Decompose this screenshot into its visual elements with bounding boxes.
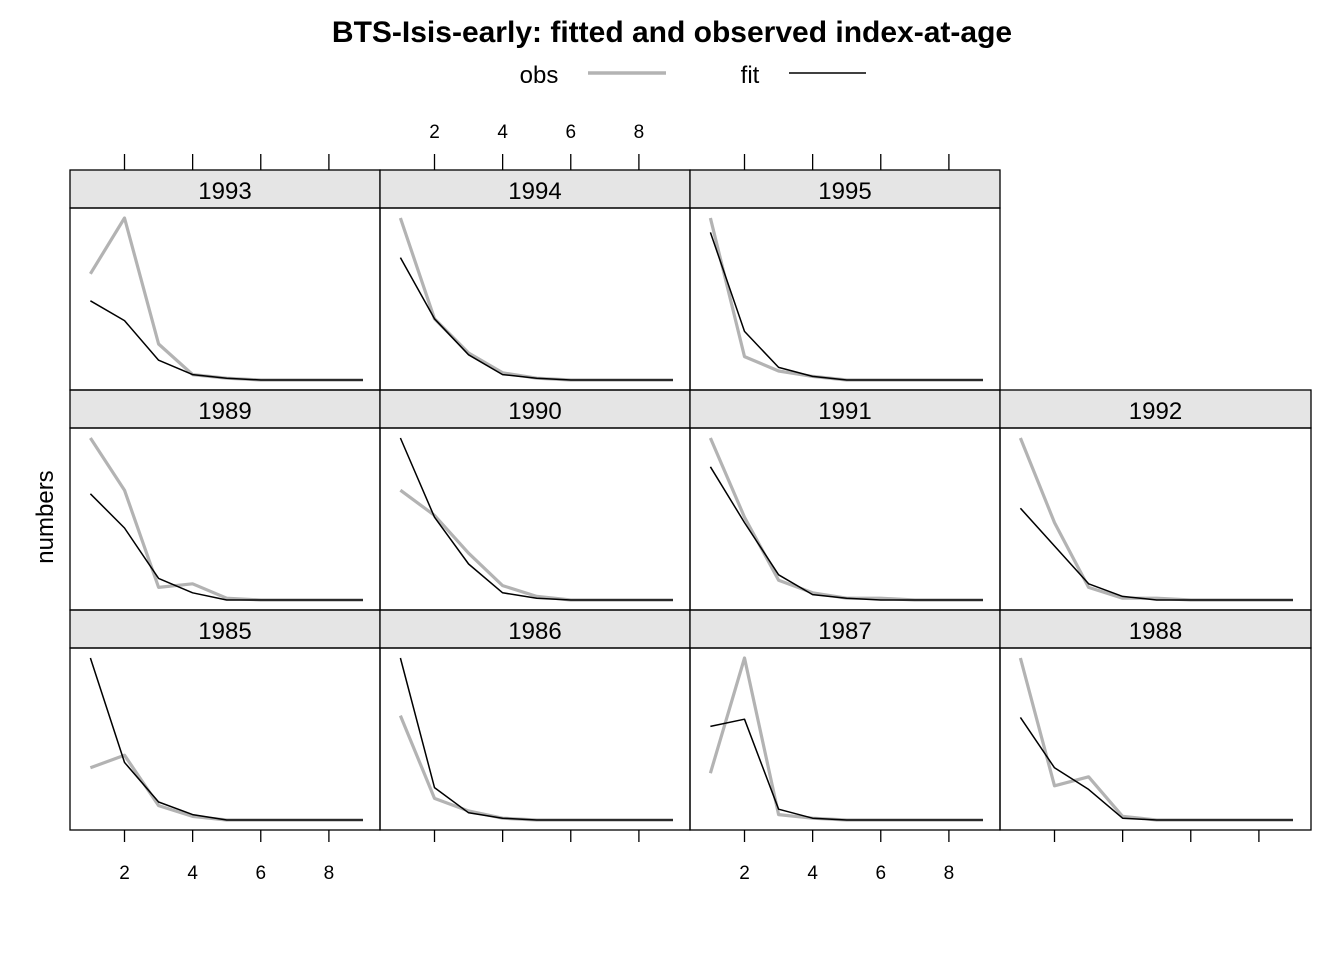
x-tick-label: 6 (565, 122, 576, 143)
panel-1989: 1989 (69, 389, 381, 611)
x-tick-label: 2 (429, 122, 440, 143)
panel-1988: 1988 (999, 609, 1312, 831)
x-tick-label: 4 (497, 122, 508, 143)
obs-line (398, 217, 673, 382)
fit-line (1019, 716, 1293, 821)
panel-1986: 1986 (379, 609, 691, 831)
panel-frame (999, 647, 1312, 831)
obs-line (708, 437, 983, 602)
obs-line (89, 753, 363, 822)
panel-frame (69, 207, 381, 391)
panel-1994: 1994 (379, 169, 691, 391)
x-tick-label: 8 (324, 863, 335, 884)
x-tick-label: 8 (944, 863, 955, 884)
strip-1990 (379, 389, 691, 429)
panel-1987: 1987 (689, 609, 1001, 831)
legend: obs fit (520, 62, 866, 89)
x-tick-label: 2 (739, 863, 750, 884)
fit-line (89, 493, 363, 601)
panel-frame (379, 427, 691, 611)
panel-frame (689, 207, 1001, 391)
panel-1993: 1993 (69, 169, 381, 391)
obs-line (1018, 657, 1293, 822)
strip-label: 1988 (1129, 618, 1182, 645)
panel-frame (999, 427, 1312, 611)
legend-label-obs: obs (520, 62, 559, 89)
fit-line (710, 718, 983, 821)
y-axis-label: numbers (32, 470, 59, 563)
obs-line (1018, 437, 1293, 602)
obs-line (708, 217, 983, 382)
x-tick-label: 8 (634, 122, 645, 143)
fit-line (399, 657, 673, 821)
panel-1991: 1991 (689, 389, 1001, 611)
obs-line (399, 488, 673, 602)
strip-label: 1995 (818, 178, 871, 205)
strip-label: 1989 (198, 398, 251, 425)
strip-1989 (69, 389, 381, 429)
fit-line (90, 300, 363, 381)
strip-1994 (379, 169, 691, 209)
panel-1992: 1992 (999, 389, 1312, 611)
panel-frame (689, 647, 1001, 831)
strip-label: 1993 (198, 178, 251, 205)
fit-line (89, 657, 363, 821)
obs-line (398, 714, 673, 822)
strip-label: 1994 (508, 178, 561, 205)
x-tick-label: 4 (807, 863, 818, 884)
strip-label: 1986 (508, 618, 561, 645)
strip-label: 1987 (818, 618, 871, 645)
fit-line (1019, 507, 1293, 601)
x-tick-label: 6 (875, 863, 886, 884)
panel-1990: 1990 (379, 389, 691, 611)
strip-label: 1990 (508, 398, 561, 425)
chart-title: BTS-Isis-early: fitted and observed inde… (332, 16, 1012, 49)
legend-label-fit: fit (741, 62, 760, 89)
strip-label: 1991 (818, 398, 871, 425)
x-tick-label: 6 (255, 863, 266, 884)
panels: 1985 1986 1987 1988 1989 1990 1991 1992 1993 1994… (69, 122, 1312, 884)
strip-1987 (689, 609, 1001, 649)
x-tick-label: 4 (187, 863, 198, 884)
fit-line (399, 257, 673, 381)
strip-1985 (69, 609, 381, 649)
panel-frame (689, 427, 1001, 611)
obs-line (89, 216, 363, 382)
x-tick-label: 2 (119, 863, 130, 884)
strip-1992 (999, 389, 1312, 429)
fit-line (709, 232, 983, 381)
strip-label: 1985 (198, 618, 251, 645)
fit-line (709, 466, 983, 601)
panel-frame (379, 647, 691, 831)
strip-1995 (689, 169, 1001, 209)
fit-line (399, 437, 673, 601)
panel-1985: 1985 (69, 609, 381, 831)
panel-1995: 1995 (689, 169, 1001, 391)
strip-label: 1992 (1129, 398, 1182, 425)
obs-line (89, 437, 363, 602)
